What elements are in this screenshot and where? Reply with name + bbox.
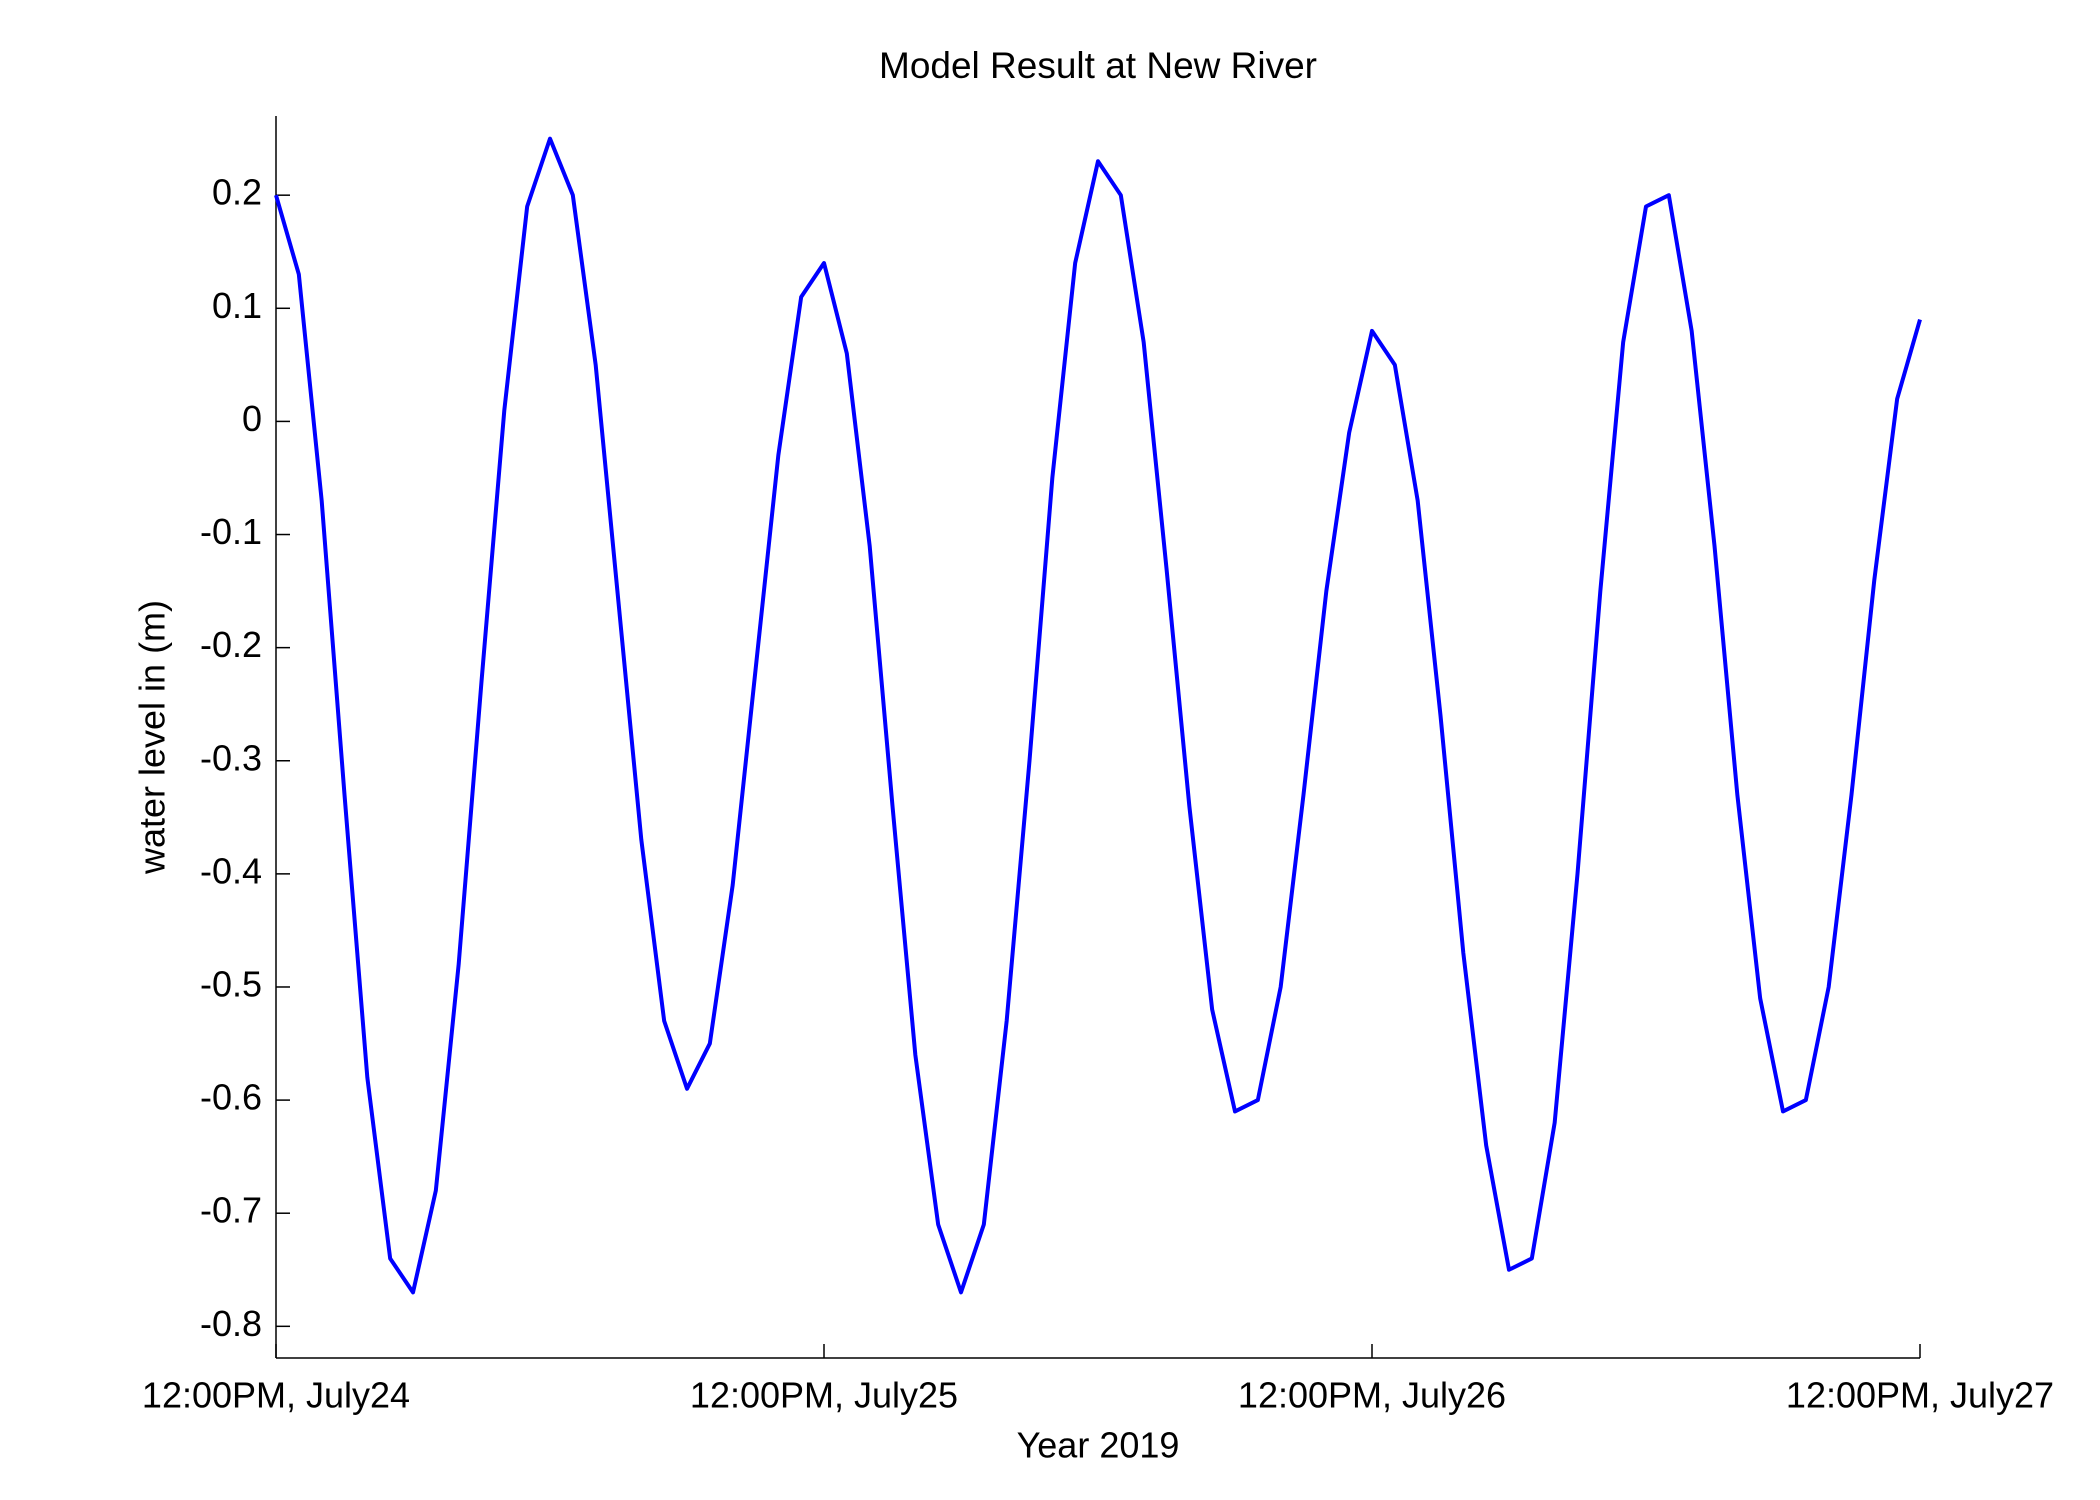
y-tick-label: -0.5 bbox=[200, 963, 262, 1004]
y-tick-label: 0 bbox=[242, 398, 262, 439]
y-axis-label: water level in (m) bbox=[132, 600, 173, 875]
y-tick-label: 0.2 bbox=[212, 172, 262, 213]
x-tick-label: 12:00PM, July27 bbox=[1786, 1375, 2054, 1416]
y-tick-label: -0.6 bbox=[200, 1077, 262, 1118]
y-tick-label: -0.7 bbox=[200, 1190, 262, 1231]
data-line bbox=[274, 136, 1922, 1295]
y-tick-label: 0.1 bbox=[212, 285, 262, 326]
x-tick-label: 12:00PM, July25 bbox=[690, 1375, 958, 1416]
x-tick-label: 12:00PM, July26 bbox=[1238, 1375, 1506, 1416]
y-tick-label: -0.1 bbox=[200, 511, 262, 552]
y-tick-label: -0.2 bbox=[200, 624, 262, 665]
y-tick-label: -0.3 bbox=[200, 737, 262, 778]
x-tick-label: 12:00PM, July24 bbox=[142, 1375, 410, 1416]
y-tick-label: -0.4 bbox=[200, 850, 262, 891]
chart-title: Model Result at New River bbox=[879, 45, 1317, 86]
y-tick-label: -0.8 bbox=[200, 1303, 262, 1344]
x-axis-label: Year 2019 bbox=[1017, 1425, 1180, 1466]
